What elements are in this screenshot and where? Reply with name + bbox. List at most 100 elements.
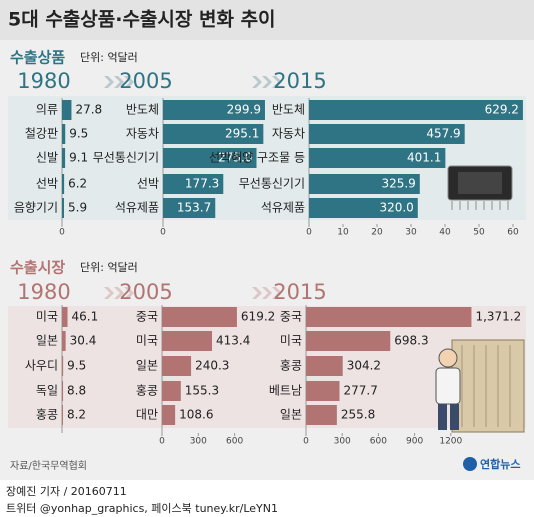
x-tick-label: 300	[190, 437, 207, 447]
bar	[306, 381, 340, 401]
value-label: 6.2	[68, 177, 87, 191]
value-label: 9.5	[67, 359, 86, 373]
bar	[309, 148, 446, 168]
bar	[162, 331, 213, 351]
category-label: 선박	[36, 177, 58, 191]
category-label: 일본	[280, 408, 302, 422]
category-label: 중국	[136, 310, 158, 324]
logo-icon	[463, 457, 477, 471]
value-label: 108.6	[179, 408, 213, 422]
bar	[62, 100, 72, 120]
bar	[306, 405, 337, 425]
x-tick-label: 30	[405, 228, 417, 238]
category-label: 반도체	[272, 103, 305, 117]
category-label: 신발	[36, 151, 58, 165]
category-label: 베트남	[269, 384, 302, 398]
value-label: 629.2	[485, 103, 519, 117]
x-tick-label: 600	[370, 437, 387, 447]
category-label: 일본	[36, 334, 58, 348]
bar	[162, 405, 176, 425]
x-tick-label: 0	[303, 437, 309, 447]
category-label: 자동차	[126, 127, 159, 141]
value-label: 9.5	[69, 127, 88, 141]
bar	[62, 331, 66, 351]
category-label: 사우디	[25, 359, 58, 373]
value-label: 5.9	[68, 201, 87, 215]
x-tick-label: 300	[334, 437, 351, 447]
x-tick-label: 60	[507, 228, 519, 238]
year-label: 2015	[273, 280, 326, 304]
category-label: 선박해양 구조물 등	[209, 151, 305, 165]
bar	[162, 381, 181, 401]
value-label: 277.7	[344, 384, 378, 398]
category-label: 홍콩	[136, 384, 158, 398]
section-unit: 단위: 억달러	[80, 51, 138, 64]
value-label: 255.8	[341, 408, 375, 422]
category-label: 미국	[280, 334, 302, 348]
bar	[62, 198, 65, 218]
logo: 연합뉴스	[480, 457, 520, 471]
value-label: 8.8	[67, 384, 86, 398]
value-label: 27.8	[75, 103, 102, 117]
credit: 장예진 기자 / 20160711	[6, 485, 127, 498]
value-label: 275.0	[218, 151, 252, 165]
value-label: 619.2	[241, 310, 275, 324]
x-tick-label: 40	[439, 228, 451, 238]
category-label: 미국	[136, 334, 158, 348]
bar	[62, 356, 64, 376]
x-tick-label: 0	[59, 228, 65, 238]
value-label: 457.9	[426, 127, 460, 141]
x-tick-label: 20	[371, 228, 383, 238]
value-label: 320.0	[379, 201, 413, 215]
category-label: 홍콩	[280, 359, 302, 373]
category-label: 반도체	[126, 103, 159, 117]
x-tick-label: 1200	[439, 437, 462, 447]
chevrons	[104, 76, 282, 88]
category-label: 대만	[136, 408, 158, 422]
bar	[306, 307, 472, 327]
source: 자료/한국무역협회	[10, 459, 87, 472]
header-band	[0, 0, 534, 40]
bar	[162, 356, 192, 376]
value-label: 8.2	[67, 408, 86, 422]
value-label: 30.4	[70, 334, 97, 348]
value-label: 1,371.2	[475, 310, 521, 324]
credit-band	[0, 480, 534, 517]
category-label: 홍콩	[36, 408, 58, 422]
year-label: 2005	[119, 280, 172, 304]
category-label: 철강판	[25, 127, 58, 141]
category-label: 음향기기	[14, 201, 58, 215]
x-tick-label: 0	[306, 228, 312, 238]
value-label: 240.3	[195, 359, 229, 373]
category-label: 석유제품	[115, 201, 159, 215]
bar	[163, 198, 216, 218]
bar	[309, 174, 420, 194]
category-label: 독일	[36, 384, 58, 398]
category-label: 의류	[36, 103, 58, 117]
bar	[309, 100, 523, 120]
category-label: 무선통신기기	[239, 177, 305, 191]
value-label: 153.7	[177, 201, 211, 215]
category-label: 선박	[137, 177, 159, 191]
value-label: 9.1	[69, 151, 88, 165]
bar	[309, 198, 418, 218]
x-tick-label: 10	[337, 228, 349, 238]
bar	[163, 174, 224, 194]
category-label: 미국	[36, 310, 58, 324]
category-label: 자동차	[272, 127, 305, 141]
year-label: 1980	[17, 280, 70, 304]
main-title: 5대 수출상품·수출시장 변화 추이	[8, 9, 276, 31]
bar	[163, 124, 264, 144]
chevrons	[104, 287, 282, 299]
bar	[309, 124, 465, 144]
value-label: 401.1	[407, 151, 441, 165]
section-title: 수출상품	[10, 49, 65, 67]
container-illustration	[435, 339, 525, 433]
bar	[62, 174, 65, 194]
category-label: 무선통신기기	[93, 151, 159, 165]
bar	[306, 331, 391, 351]
x-tick-label: 0	[160, 228, 166, 238]
value-label: 295.1	[225, 127, 259, 141]
bar	[163, 148, 257, 168]
